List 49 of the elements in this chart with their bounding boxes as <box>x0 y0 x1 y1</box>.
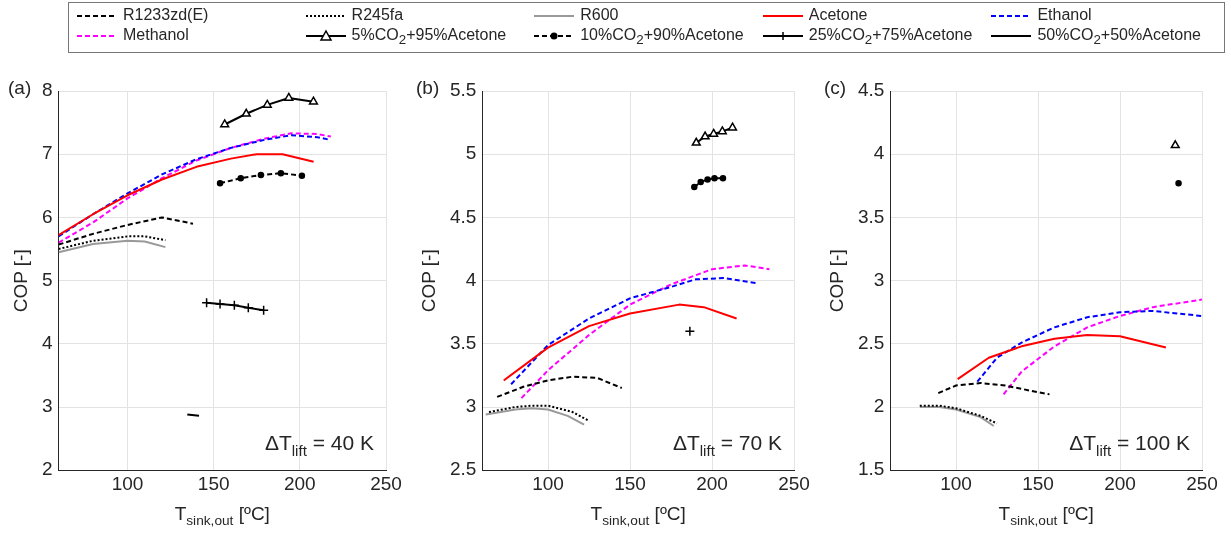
x-tick-label: 200 <box>283 473 316 495</box>
y-tick-label: 3 <box>41 395 53 417</box>
y-tick-label: 2 <box>41 458 53 480</box>
legend-label: R245fa <box>351 6 404 23</box>
chart-title: (c) <box>824 77 847 99</box>
x-tick-label: 200 <box>696 473 728 495</box>
x-tick-label: 250 <box>1186 473 1218 495</box>
x-tick-label: 150 <box>614 473 646 495</box>
y-tick-label: 1.5 <box>857 458 885 480</box>
legend-label: R1233zd(E) <box>123 6 209 23</box>
x-tick-label: 250 <box>370 473 402 495</box>
legend-label: 50%CO$_{2}$+50%Acetone <box>1037 26 1201 48</box>
legend-label: Ethanol <box>1037 6 1092 23</box>
y-tick-label: 2.5 <box>449 458 477 480</box>
x-tick-label: 100 <box>532 473 564 495</box>
chart-title: (a) <box>8 77 32 99</box>
y-tick-label: 6 <box>41 205 53 227</box>
y-tick-label: 3.5 <box>857 205 885 227</box>
x-tick-label: 150 <box>197 473 230 495</box>
y-tick-label: 3 <box>465 395 477 417</box>
y-tick-label: 4 <box>465 269 477 291</box>
y-tick-label: 8 <box>41 79 53 101</box>
y-tick-label: 2.5 <box>857 332 885 354</box>
y-tick-label: 3.5 <box>449 332 477 354</box>
x-tick-label: 100 <box>111 473 144 495</box>
x-tick-label: 150 <box>1022 473 1054 495</box>
y-tick-label: 2 <box>873 395 885 417</box>
y-axis-title: COP [-] <box>826 249 848 313</box>
x-tick-label: 200 <box>1104 473 1136 495</box>
y-axis-title: COP [-] <box>418 249 440 313</box>
legend-label: 25%CO$_{2}$+75%Acetone <box>808 26 973 48</box>
chart-title: (b) <box>416 77 440 99</box>
y-tick-label: 7 <box>41 142 53 164</box>
y-axis-title: COP [-] <box>10 249 32 313</box>
y-tick-label: 4.5 <box>449 205 477 227</box>
legend-label: 5%CO$_{2}$+95%Acetone <box>351 26 507 48</box>
legend-label: Acetone <box>808 6 868 23</box>
y-tick-label: 3 <box>873 269 885 291</box>
legend-label: Methanol <box>123 26 189 43</box>
x-tick-label: 100 <box>940 473 972 495</box>
y-tick-label: 4 <box>873 142 885 164</box>
y-tick-label: 4.5 <box>857 79 885 101</box>
legend-label: 10%CO$_{2}$+90%Acetone <box>580 26 744 48</box>
y-tick-label: 5 <box>41 269 53 291</box>
y-tick-label: 4 <box>41 332 53 354</box>
legend-label: R600 <box>580 6 619 23</box>
y-tick-label: 5.5 <box>449 79 477 101</box>
x-tick-label: 250 <box>778 473 810 495</box>
y-tick-label: 5 <box>465 142 477 164</box>
